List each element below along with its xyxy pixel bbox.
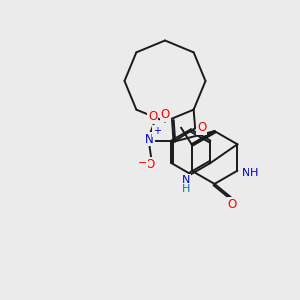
Text: H: H	[182, 184, 190, 194]
Text: H: H	[250, 168, 258, 178]
Text: N: N	[242, 168, 250, 178]
Text: O: O	[197, 121, 206, 134]
Text: N: N	[145, 133, 154, 146]
Text: −: −	[138, 158, 147, 168]
Text: O: O	[145, 158, 154, 171]
Text: +: +	[153, 126, 161, 136]
Text: N: N	[182, 175, 190, 185]
Text: O: O	[228, 198, 237, 211]
Text: O: O	[148, 110, 158, 123]
Text: O: O	[161, 108, 170, 121]
